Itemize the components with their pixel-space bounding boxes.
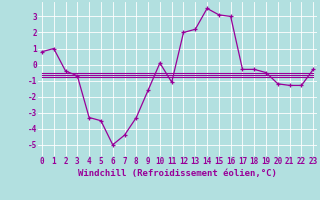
X-axis label: Windchill (Refroidissement éolien,°C): Windchill (Refroidissement éolien,°C): [78, 169, 277, 178]
